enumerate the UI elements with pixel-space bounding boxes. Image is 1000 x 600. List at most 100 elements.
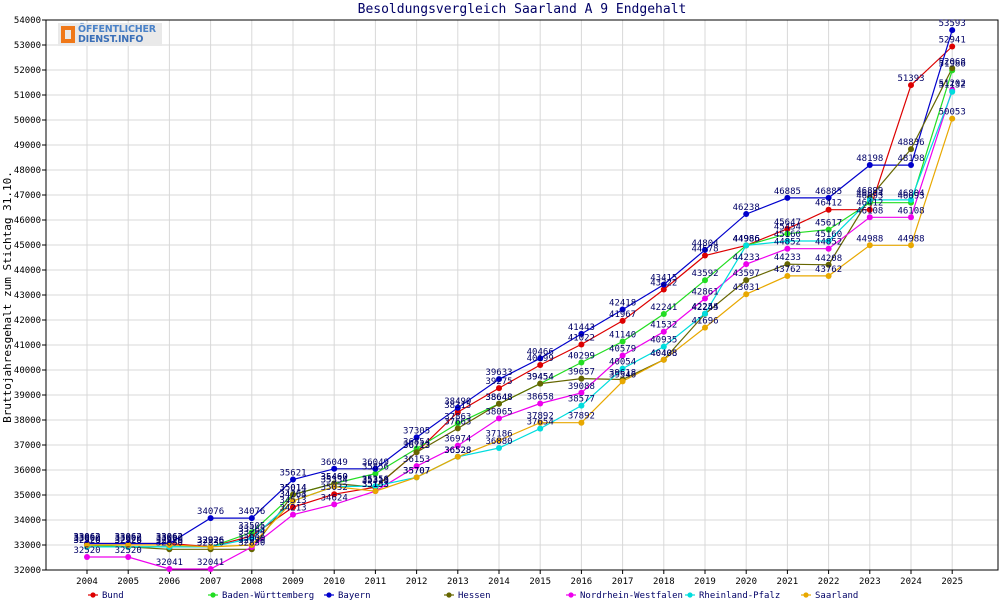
data-label-saarland: 43762	[815, 265, 842, 275]
data-label-bund: 52941	[939, 35, 966, 45]
data-label-nordrhein-westfalen: 32520	[115, 546, 142, 556]
x-tick-label: 2014	[488, 577, 510, 587]
data-label-hessen: 32830	[197, 538, 224, 548]
data-point-rheinland-pfalz	[743, 242, 750, 249]
data-label-hessen: 32926	[73, 536, 100, 546]
data-label-bund: 41967	[609, 310, 636, 320]
data-point-bund	[660, 286, 667, 293]
data-label-baden-w-rttemberg: 32926	[115, 536, 142, 546]
series-line-nordrhein-westfalen	[87, 89, 953, 570]
data-point-rheinland-pfalz	[660, 343, 667, 350]
data-point-baden-w-rttemberg	[825, 226, 832, 233]
data-label-hessen: 35460	[321, 473, 348, 483]
data-label-saarland: 32926	[197, 536, 224, 546]
data-label-hessen: 39618	[609, 369, 636, 379]
data-point-rheinland-pfalz	[248, 535, 255, 542]
data-label-baden-w-rttemberg: 35460	[321, 473, 348, 483]
data-point-nordrhein-westfalen	[207, 565, 214, 572]
x-tick-label: 2020	[735, 577, 757, 587]
data-label-baden-w-rttemberg: 40299	[568, 352, 595, 362]
data-point-saarland	[743, 291, 750, 298]
x-tick-label: 2013	[447, 577, 469, 587]
y-tick-label: 49000	[14, 141, 41, 151]
data-label-baden-w-rttemberg: 46693	[856, 192, 883, 202]
data-label-rheinland-pfalz: 35707	[403, 466, 430, 476]
data-point-baden-w-rttemberg	[619, 338, 626, 345]
data-point-bund	[619, 317, 626, 324]
data-label-nordrhein-westfalen: 34624	[321, 493, 348, 503]
legend-label-bund: Bund	[102, 591, 124, 600]
data-point-rheinland-pfalz	[619, 365, 626, 372]
x-tick-label: 2008	[241, 577, 263, 587]
data-label-nordrhein-westfalen: 36153	[403, 455, 430, 465]
x-tick-label: 2011	[365, 577, 387, 587]
data-point-rheinland-pfalz	[702, 310, 708, 317]
data-label-bund: 46412	[815, 199, 842, 209]
data-label-saarland: 44988	[856, 234, 883, 244]
data-label-hessen: 39657	[568, 368, 595, 378]
data-label-saarland: 50053	[939, 108, 966, 118]
data-point-bund	[537, 362, 544, 369]
data-label-hessen: 40408	[650, 349, 677, 359]
data-label-nordrhein-westfalen: 44852	[815, 238, 842, 248]
data-point-bayern	[413, 434, 420, 441]
data-point-bund	[908, 82, 914, 89]
y-tick-label: 42000	[14, 316, 41, 326]
data-point-hessen	[825, 261, 832, 268]
y-tick-label: 50000	[14, 116, 41, 126]
data-label-rheinland-pfalz: 44986	[733, 234, 760, 244]
data-point-nordrhein-westfalen	[866, 214, 873, 221]
data-point-nordrhein-westfalen	[413, 463, 420, 470]
data-point-bayern	[207, 515, 214, 522]
x-tick-label: 2019	[694, 577, 716, 587]
data-point-bayern	[866, 162, 873, 169]
data-point-nordrhein-westfalen	[702, 295, 708, 302]
data-point-saarland	[207, 543, 214, 550]
x-tick-label: 2017	[612, 577, 634, 587]
data-label-bayern: 34076	[238, 507, 265, 517]
data-label-bayern: 40466	[527, 347, 554, 357]
y-tick-label: 40000	[14, 366, 41, 376]
data-label-nordrhein-westfalen: 42861	[691, 287, 718, 297]
data-label-baden-w-rttemberg: 35856	[362, 463, 389, 473]
data-label-rheinland-pfalz: 51132	[939, 81, 966, 91]
legend-label-rheinland-pfalz: Rheinland-Pfalz	[699, 591, 780, 600]
data-label-saarland: 35707	[403, 466, 430, 476]
data-point-saarland	[413, 474, 420, 481]
data-label-bund: 41022	[568, 333, 595, 343]
x-tick-label: 2010	[323, 577, 345, 587]
data-label-hessen: 42245	[691, 303, 718, 313]
data-label-bund: 35032	[321, 483, 348, 493]
data-point-saarland	[125, 542, 132, 548]
data-point-bund	[784, 225, 791, 232]
data-label-nordrhein-westfalen: 39088	[568, 382, 595, 392]
data-point-saarland	[166, 542, 173, 548]
data-label-baden-w-rttemberg: 46693	[897, 192, 924, 202]
data-label-bund: 33365	[238, 525, 265, 535]
data-label-nordrhein-westfalen: 41532	[650, 321, 677, 331]
data-point-bund	[496, 385, 502, 392]
data-point-nordrhein-westfalen	[578, 389, 585, 396]
y-tick-label: 33000	[14, 541, 41, 551]
data-label-baden-w-rttemberg: 41140	[609, 331, 636, 341]
x-tick-label: 2005	[117, 577, 139, 587]
data-labels: 33062 33062 33062 3292633365345133503235313…	[73, 19, 965, 568]
y-tick-label: 45000	[14, 241, 41, 251]
data-point-rheinland-pfalz	[578, 402, 585, 409]
data-label-rheinland-pfalz: 32926	[197, 536, 224, 546]
data-label-rheinland-pfalz: 37654	[527, 418, 554, 428]
data-point-nordrhein-westfalen	[454, 442, 461, 449]
data-point-bayern	[743, 211, 750, 218]
data-label-saarland: 43031	[733, 283, 760, 293]
data-label-hessen: 43597	[733, 269, 760, 279]
data-label-rheinland-pfalz: 46804	[856, 189, 883, 199]
data-point-bayern	[784, 194, 791, 201]
data-point-saarland	[331, 483, 338, 490]
data-label-rheinland-pfalz: 40054	[609, 358, 636, 368]
data-label-saarland: 41696	[691, 317, 718, 327]
data-point-baden-w-rttemberg	[660, 310, 667, 317]
data-point-bund	[702, 252, 708, 259]
y-tick-label: 52000	[14, 66, 41, 76]
